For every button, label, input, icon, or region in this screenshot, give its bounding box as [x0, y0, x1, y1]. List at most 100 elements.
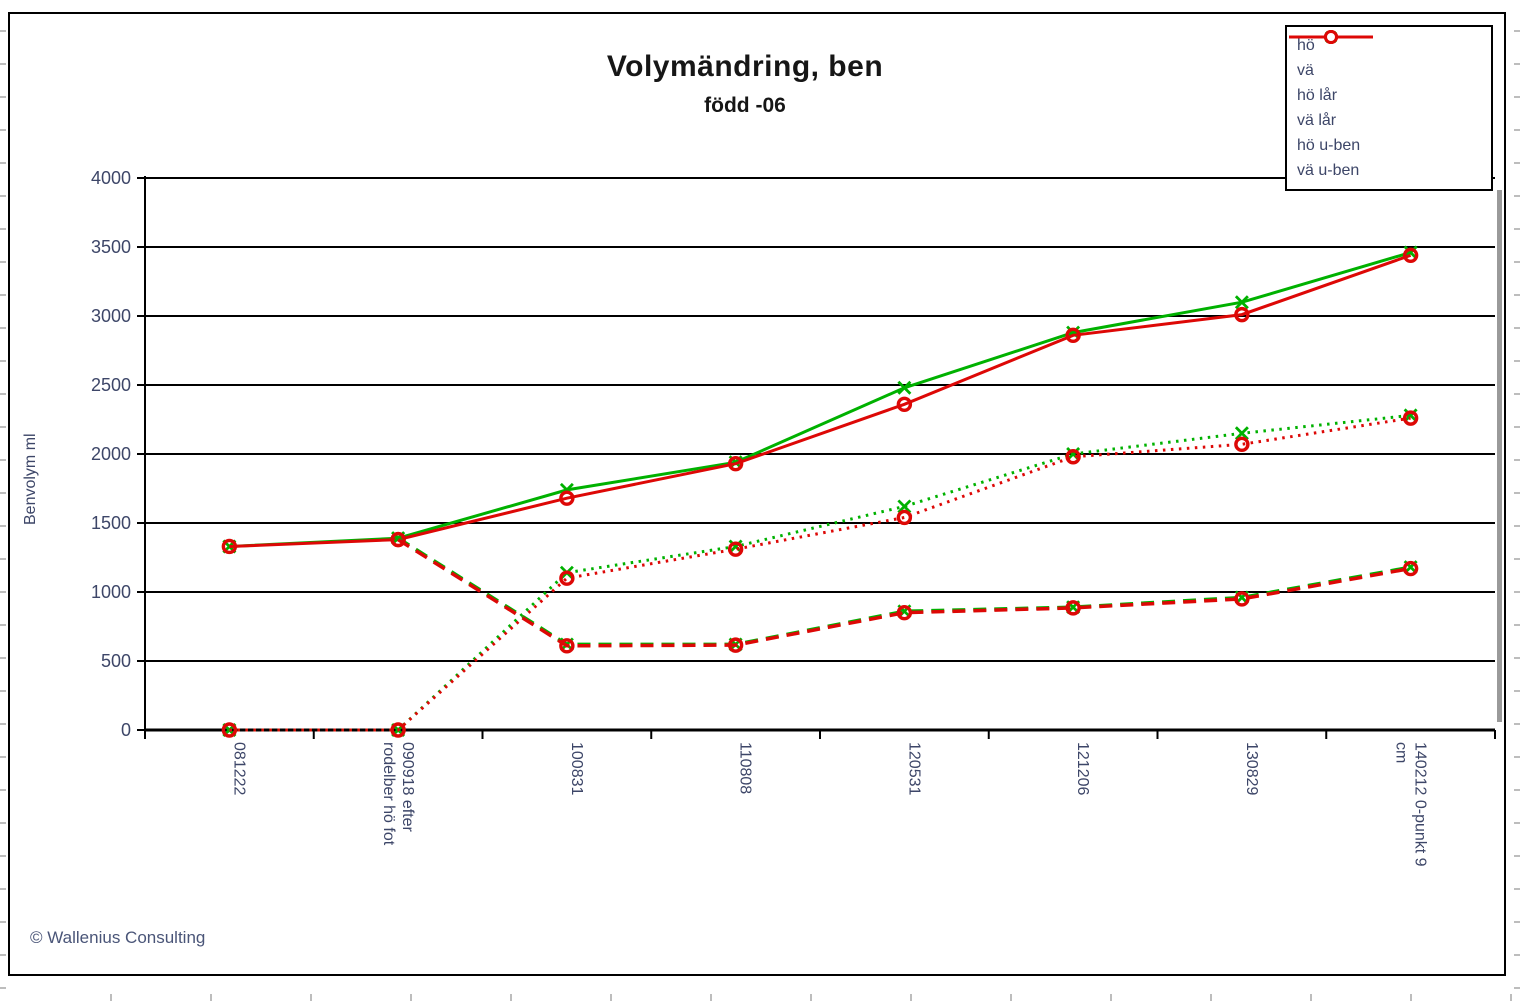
- page-edge-tick-bottom: [210, 994, 212, 1001]
- page-edge-tick-right: [1514, 228, 1520, 230]
- y-tick-label: 1000: [91, 582, 131, 602]
- marker-circle-vä-u-ben: [896, 605, 913, 621]
- page-edge-tick-right: [1514, 525, 1520, 527]
- page-edge-tick-right: [1514, 96, 1520, 98]
- series-line-hö: [229, 251, 1412, 548]
- page-edge-tick-left: [0, 888, 6, 890]
- x-tick-label: 110808: [737, 742, 754, 794]
- page-edge-tick-bottom: [110, 994, 112, 1001]
- marker-circle-vä: [559, 490, 575, 506]
- page-edge-tick-left: [0, 426, 6, 428]
- marker-circle-vä-u-ben: [1234, 591, 1250, 607]
- page-edge-tick-bottom: [1010, 994, 1012, 1001]
- page-edge-tick-right: [1514, 426, 1520, 428]
- page-edge-tick-right: [1514, 987, 1520, 989]
- marker-circle-vä: [1065, 327, 1081, 344]
- page-edge-tick-left: [0, 591, 6, 593]
- page-edge-tick-left: [0, 822, 6, 824]
- page-edge-tick-left: [0, 327, 6, 329]
- marker-x-hö-lår: [1234, 426, 1249, 441]
- page-edge-tick-bottom: [1210, 994, 1212, 1001]
- legend-label: vä u-ben: [1297, 161, 1360, 179]
- page-edge-tick-left: [0, 30, 6, 32]
- page-edge-tick-left: [0, 690, 6, 692]
- page-edge-tick-left: [0, 162, 6, 164]
- x-tick-label: 120531: [905, 742, 922, 795]
- marker-circle-vä-lår: [1234, 436, 1250, 453]
- legend-label: vä lår: [1297, 111, 1337, 129]
- page-edge-tick-right: [1514, 30, 1520, 32]
- page-edge-tick-bottom: [1310, 994, 1312, 1001]
- page-edge-tick-left: [0, 228, 6, 230]
- series-line-vä: [229, 253, 1412, 548]
- marker-circle-vä-lår: [727, 541, 744, 557]
- page-edge-tick-left: [0, 261, 6, 263]
- legend: hö vä hö lår vä lår hö u-ben vä u-ben: [1285, 25, 1493, 191]
- series-line-hö-lår: [229, 413, 1411, 732]
- page-edge-tick-left: [0, 855, 6, 857]
- page-edge-tick-bottom: [310, 994, 312, 1001]
- marker-circle-vä: [221, 538, 238, 555]
- page-edge-tick-left: [0, 294, 6, 296]
- marker-circle-vä-u-ben: [390, 531, 406, 548]
- page-edge-tick-right: [1514, 327, 1520, 329]
- page-edge-tick-left: [0, 657, 6, 659]
- y-tick-label: 2000: [91, 444, 131, 464]
- page-edge-tick-right: [1514, 195, 1520, 197]
- page-edge-tick-right: [1514, 789, 1520, 791]
- legend-label: hö: [1297, 36, 1315, 54]
- marker-circle-vä-lår: [1402, 410, 1419, 426]
- marker-circle-vä: [727, 455, 744, 472]
- legend-item-vä: vä: [1289, 30, 1485, 83]
- marker-circle-vä-lår: [559, 570, 575, 586]
- page-edge-tick-left: [0, 558, 6, 560]
- page-edge-tick-left: [0, 789, 6, 791]
- page-edge-tick-right: [1514, 261, 1520, 263]
- marker-circle-vä: [896, 396, 913, 413]
- y-tick-label: 3000: [91, 306, 131, 326]
- page-edge-tick-left: [0, 525, 6, 527]
- page-edge-tick-bottom: [1410, 994, 1412, 1001]
- page-edge-tick-right: [1514, 756, 1520, 758]
- page-edge-tick-left: [0, 129, 6, 131]
- page-edge-tick-left: [0, 63, 6, 65]
- legend-label: hö lår: [1297, 86, 1338, 104]
- page-edge-tick-right: [1514, 723, 1520, 725]
- page-edge-tick-right: [1514, 129, 1520, 131]
- marker-circle-vä-lår: [896, 509, 913, 526]
- y-tick-label: 4000: [91, 168, 131, 188]
- x-tick-label: 081222: [230, 742, 247, 795]
- legend-item-vä-lår: vä lår: [1289, 30, 1485, 133]
- x-tick-label: 090918 efterrodelber hö fot: [380, 742, 416, 846]
- page-edge-tick-left: [0, 195, 6, 197]
- marker-x-hö: [1234, 295, 1249, 310]
- marker-x-hö: [897, 380, 912, 395]
- y-tick-label: 0: [121, 720, 131, 740]
- y-tick-label: 1500: [91, 513, 131, 533]
- legend-swatch: [1289, 30, 1373, 44]
- page-edge-tick-left: [0, 393, 6, 395]
- y-tick-label: 2500: [91, 375, 131, 395]
- marker-circle-vä: [1402, 247, 1419, 263]
- page-edge-tick-right: [1514, 63, 1520, 65]
- page-edge-tick-bottom: [1110, 994, 1112, 1001]
- marker-circle-vä-u-ben: [559, 638, 575, 654]
- marker-x-hö-lår: [728, 539, 743, 554]
- page-edge-tick-right: [1514, 294, 1520, 296]
- page-edge-tick-bottom: [810, 994, 812, 1001]
- chart-border: [8, 12, 1506, 976]
- page-edge-tick-right: [1514, 624, 1520, 626]
- legend-label: hö u-ben: [1297, 136, 1361, 154]
- page-edge-tick-right: [1514, 657, 1520, 659]
- page-edge-tick-bottom: [710, 994, 712, 1001]
- page-edge-tick-left: [0, 723, 6, 725]
- x-tick-label: 130829: [1243, 742, 1260, 795]
- page-edge-tick-right: [1514, 822, 1520, 824]
- legend-label: vä: [1297, 61, 1314, 79]
- page-edge-tick-left: [0, 459, 6, 461]
- page-edge-tick-bottom: [410, 994, 412, 1001]
- marker-circle-vä-u-ben: [1402, 560, 1419, 577]
- page-edge-tick-right: [1514, 393, 1520, 395]
